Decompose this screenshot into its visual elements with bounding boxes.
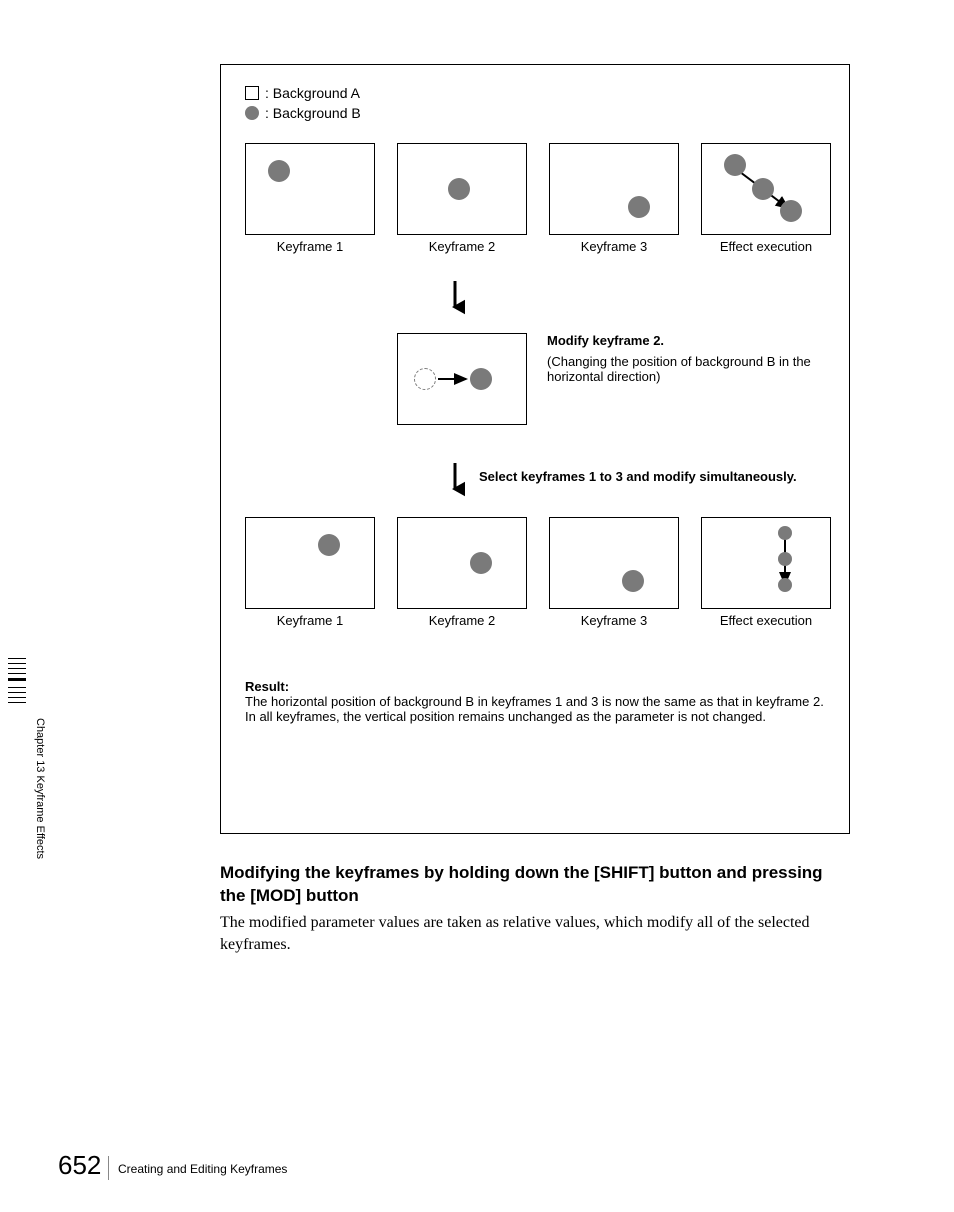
- select-text: Select keyframes 1 to 3 and modify simul…: [479, 469, 799, 484]
- kf3-label: Keyframe 3: [549, 239, 679, 254]
- kf1b-ball: [318, 534, 340, 556]
- kf2b-frame: [397, 517, 527, 609]
- figure-box: : Background A : Background B Keyframe 1…: [220, 64, 850, 834]
- exec-ball: [778, 552, 792, 566]
- modify-box: [397, 333, 527, 425]
- kf2-cell: Keyframe 2: [397, 143, 527, 254]
- square-icon: [245, 86, 259, 100]
- exec1-frame: [701, 143, 831, 235]
- footer-title: Creating and Editing Keyframes: [118, 1162, 287, 1176]
- kf2-label: Keyframe 2: [397, 239, 527, 254]
- exec-ball: [752, 178, 774, 200]
- exec-ball: [778, 526, 792, 540]
- down-arrow-icon: [445, 461, 465, 501]
- kf1b-frame: [245, 517, 375, 609]
- result-line1: The horizontal position of background B …: [245, 694, 824, 709]
- kf2b-label: Keyframe 2: [397, 613, 527, 628]
- keyframe-row-2: Keyframe 1 Keyframe 2 Keyframe 3: [245, 517, 831, 628]
- page-number: 652: [58, 1150, 101, 1181]
- kf3b-frame: [549, 517, 679, 609]
- kf3b-label: Keyframe 3: [549, 613, 679, 628]
- modify-text: Modify keyframe 2. (Changing the positio…: [547, 333, 837, 384]
- exec2-frame: [701, 517, 831, 609]
- subheading: Modifying the keyframes by holding down …: [220, 862, 850, 908]
- body-paragraph: The modified parameter values are taken …: [220, 912, 850, 955]
- kf3b-cell: Keyframe 3: [549, 517, 679, 628]
- exec-ball: [778, 578, 792, 592]
- dot-icon: [245, 106, 259, 120]
- exec2-cell: Effect execution: [701, 517, 831, 628]
- result-line2: In all keyframes, the vertical position …: [245, 709, 766, 724]
- exec-ball: [780, 200, 802, 222]
- exec2-arrow-icon: [702, 518, 832, 610]
- down-arrow-icon: [445, 279, 465, 319]
- kf1-ball: [268, 160, 290, 182]
- kf2-frame: [397, 143, 527, 235]
- kf2b-cell: Keyframe 2: [397, 517, 527, 628]
- result-label: Result:: [245, 679, 289, 694]
- kf1b-label: Keyframe 1: [245, 613, 375, 628]
- result-block: Result: The horizontal position of backg…: [245, 679, 835, 724]
- legend-row-b: : Background B: [245, 105, 361, 121]
- exec1-label: Effect execution: [701, 239, 831, 254]
- kf3-frame: [549, 143, 679, 235]
- modify-desc: (Changing the position of background B i…: [547, 354, 837, 384]
- kf2b-ball: [470, 552, 492, 574]
- side-tab-decoration: [8, 658, 26, 707]
- exec-ball: [724, 154, 746, 176]
- kf1-frame: [245, 143, 375, 235]
- kf1b-cell: Keyframe 1: [245, 517, 375, 628]
- modify-frame: [397, 333, 527, 425]
- modify-title: Modify keyframe 2.: [547, 333, 837, 348]
- kf3-ball: [628, 196, 650, 218]
- legend-a-label: : Background A: [265, 85, 360, 101]
- footer-rule: [108, 1156, 109, 1180]
- exec1-cell: Effect execution: [701, 143, 831, 254]
- keyframe-row-1: Keyframe 1 Keyframe 2 Keyframe 3: [245, 143, 831, 254]
- side-tab-label: Chapter 13 Keyframe Effects: [30, 658, 50, 878]
- legend-b-label: : Background B: [265, 105, 361, 121]
- kf1-label: Keyframe 1: [245, 239, 375, 254]
- modify-arrow-icon: [398, 334, 528, 426]
- kf3-cell: Keyframe 3: [549, 143, 679, 254]
- exec2-label: Effect execution: [701, 613, 831, 628]
- kf3b-ball: [622, 570, 644, 592]
- kf1-cell: Keyframe 1: [245, 143, 375, 254]
- legend-row-a: : Background A: [245, 85, 361, 101]
- legend: : Background A : Background B: [245, 85, 361, 125]
- kf2-ball: [448, 178, 470, 200]
- page: Chapter 13 Keyframe Effects : Background…: [0, 0, 954, 1212]
